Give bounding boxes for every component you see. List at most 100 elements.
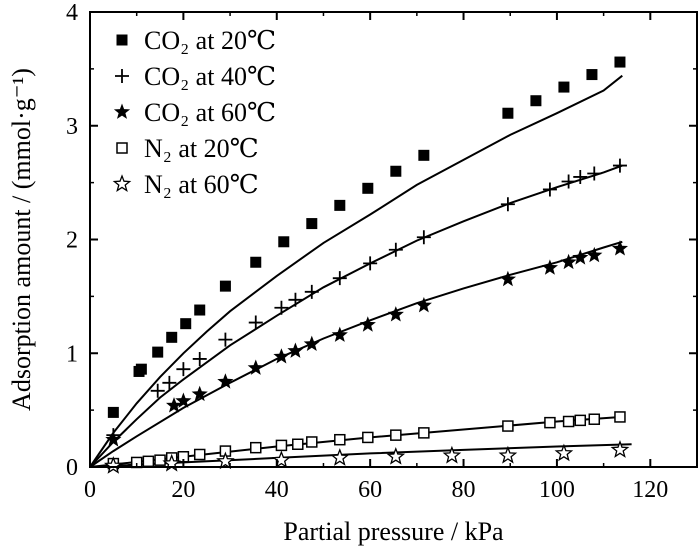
x-tick-label: 60 bbox=[358, 477, 382, 503]
data-points bbox=[103, 56, 630, 474]
data-point-series-4 bbox=[418, 427, 430, 439]
data-point-series-1 bbox=[502, 107, 514, 119]
data-point-series-3 bbox=[105, 431, 122, 447]
data-point-series-3 bbox=[191, 385, 208, 402]
data-point-series-1 bbox=[152, 346, 164, 358]
data-point-series-2 bbox=[248, 315, 263, 330]
data-point-series-1 bbox=[107, 406, 119, 418]
data-point-series-1 bbox=[530, 95, 542, 107]
data-point-series-3 bbox=[541, 259, 558, 275]
data-point-series-3 bbox=[273, 348, 290, 364]
data-point-series-2 bbox=[561, 174, 576, 189]
data-point-series-1 bbox=[250, 256, 262, 268]
data-point-series-1 bbox=[306, 218, 318, 230]
data-point-series-1 bbox=[219, 280, 231, 292]
data-point-series-1 bbox=[135, 363, 147, 375]
data-point-series-3 bbox=[586, 246, 603, 263]
data-point-series-3 bbox=[175, 392, 192, 408]
data-point-series-2 bbox=[150, 383, 165, 398]
x-axis-label: Partial pressure / kPa bbox=[283, 517, 504, 546]
legend-marker-3 bbox=[113, 103, 131, 119]
x-tick-label: 40 bbox=[265, 477, 289, 503]
data-point-series-1 bbox=[180, 318, 192, 330]
data-point-series-4 bbox=[588, 413, 601, 425]
data-point-series-1 bbox=[418, 149, 430, 161]
data-point-series-3 bbox=[287, 342, 304, 358]
data-point-series-4 bbox=[362, 431, 374, 444]
data-point-series-1 bbox=[390, 165, 402, 177]
data-point-series-5 bbox=[103, 456, 123, 474]
data-point-series-1 bbox=[614, 56, 626, 68]
legend-label-4: N₂ at 20℃ bbox=[144, 134, 259, 163]
data-point-series-3 bbox=[499, 270, 516, 287]
data-point-series-2 bbox=[573, 169, 588, 184]
data-point-series-2 bbox=[416, 230, 431, 245]
y-tick-label: 4 bbox=[66, 0, 78, 26]
y-axis-label: Adsorption amount / (mmol·g⁻¹) bbox=[7, 68, 36, 411]
data-point-series-4 bbox=[562, 415, 575, 428]
data-point-series-4 bbox=[193, 448, 206, 461]
data-point-series-2 bbox=[332, 271, 347, 286]
data-point-series-2 bbox=[587, 166, 602, 181]
data-point-series-3 bbox=[303, 335, 320, 351]
data-point-series-4 bbox=[306, 436, 318, 448]
y-tick-label: 0 bbox=[66, 455, 78, 481]
data-point-series-3 bbox=[217, 373, 234, 389]
fit-curve bbox=[89, 164, 623, 468]
data-point-series-2 bbox=[176, 362, 191, 377]
axes: 0 20 40 60 80 100 120 0 1 2 3 4 bbox=[66, 0, 698, 503]
y-tick-label: 3 bbox=[66, 114, 78, 140]
x-tick-label: 0 bbox=[84, 477, 96, 503]
data-point-series-4 bbox=[154, 454, 166, 466]
data-point-series-3 bbox=[331, 326, 348, 342]
data-point-series-3 bbox=[247, 359, 264, 375]
legend: CO₂ at 20℃ CO₂ at 40℃ CO₂ at 60℃ N₂ at 20℃ N… bbox=[112, 26, 276, 199]
x-tick-label: 120 bbox=[632, 477, 668, 503]
data-point-series-3 bbox=[387, 306, 404, 322]
data-point-series-2 bbox=[288, 292, 303, 307]
data-point-series-5 bbox=[442, 445, 462, 464]
data-point-series-3 bbox=[611, 240, 628, 256]
data-point-series-2 bbox=[542, 182, 557, 197]
data-point-series-2 bbox=[218, 332, 233, 347]
fit-curve bbox=[89, 240, 623, 468]
data-point-series-4 bbox=[142, 455, 155, 468]
data-point-series-4 bbox=[544, 416, 556, 429]
y-tick-label: 1 bbox=[66, 341, 78, 367]
data-point-series-1 bbox=[166, 331, 178, 343]
data-point-series-1 bbox=[362, 182, 374, 194]
data-point-series-1 bbox=[334, 199, 346, 211]
data-point-series-2 bbox=[612, 158, 627, 173]
data-point-series-5 bbox=[498, 445, 518, 464]
data-point-series-1 bbox=[586, 69, 598, 81]
data-point-series-3 bbox=[560, 253, 577, 270]
data-point-series-5 bbox=[554, 443, 574, 462]
data-point-series-4 bbox=[292, 438, 304, 450]
legend-label-2: CO₂ at 40℃ bbox=[144, 62, 276, 91]
fit-curve bbox=[89, 74, 623, 468]
data-point-series-4 bbox=[574, 414, 587, 427]
data-point-series-4 bbox=[502, 420, 514, 432]
legend-label-3: CO₂ at 60℃ bbox=[144, 98, 276, 127]
legend-marker-2 bbox=[115, 69, 129, 83]
data-point-series-4 bbox=[614, 411, 626, 423]
data-point-series-2 bbox=[500, 197, 515, 212]
legend-label-5: N₂ at 60℃ bbox=[144, 170, 259, 199]
data-point-series-1 bbox=[558, 81, 570, 93]
data-point-series-5 bbox=[386, 446, 406, 465]
data-point-series-4 bbox=[275, 439, 288, 452]
data-point-series-3 bbox=[415, 297, 432, 313]
x-tick-label: 20 bbox=[171, 477, 195, 503]
legend-marker-1 bbox=[116, 34, 128, 46]
legend-marker-5 bbox=[112, 174, 132, 192]
data-point-series-4 bbox=[334, 433, 346, 446]
data-point-series-5 bbox=[610, 440, 630, 458]
y-tick-label: 2 bbox=[66, 228, 78, 254]
data-point-series-2 bbox=[363, 256, 378, 271]
data-point-series-2 bbox=[192, 351, 207, 366]
data-point-series-3 bbox=[359, 316, 376, 332]
data-point-series-4 bbox=[250, 441, 262, 454]
legend-label-1: CO₂ at 20℃ bbox=[144, 26, 276, 55]
data-point-series-2 bbox=[304, 284, 319, 299]
